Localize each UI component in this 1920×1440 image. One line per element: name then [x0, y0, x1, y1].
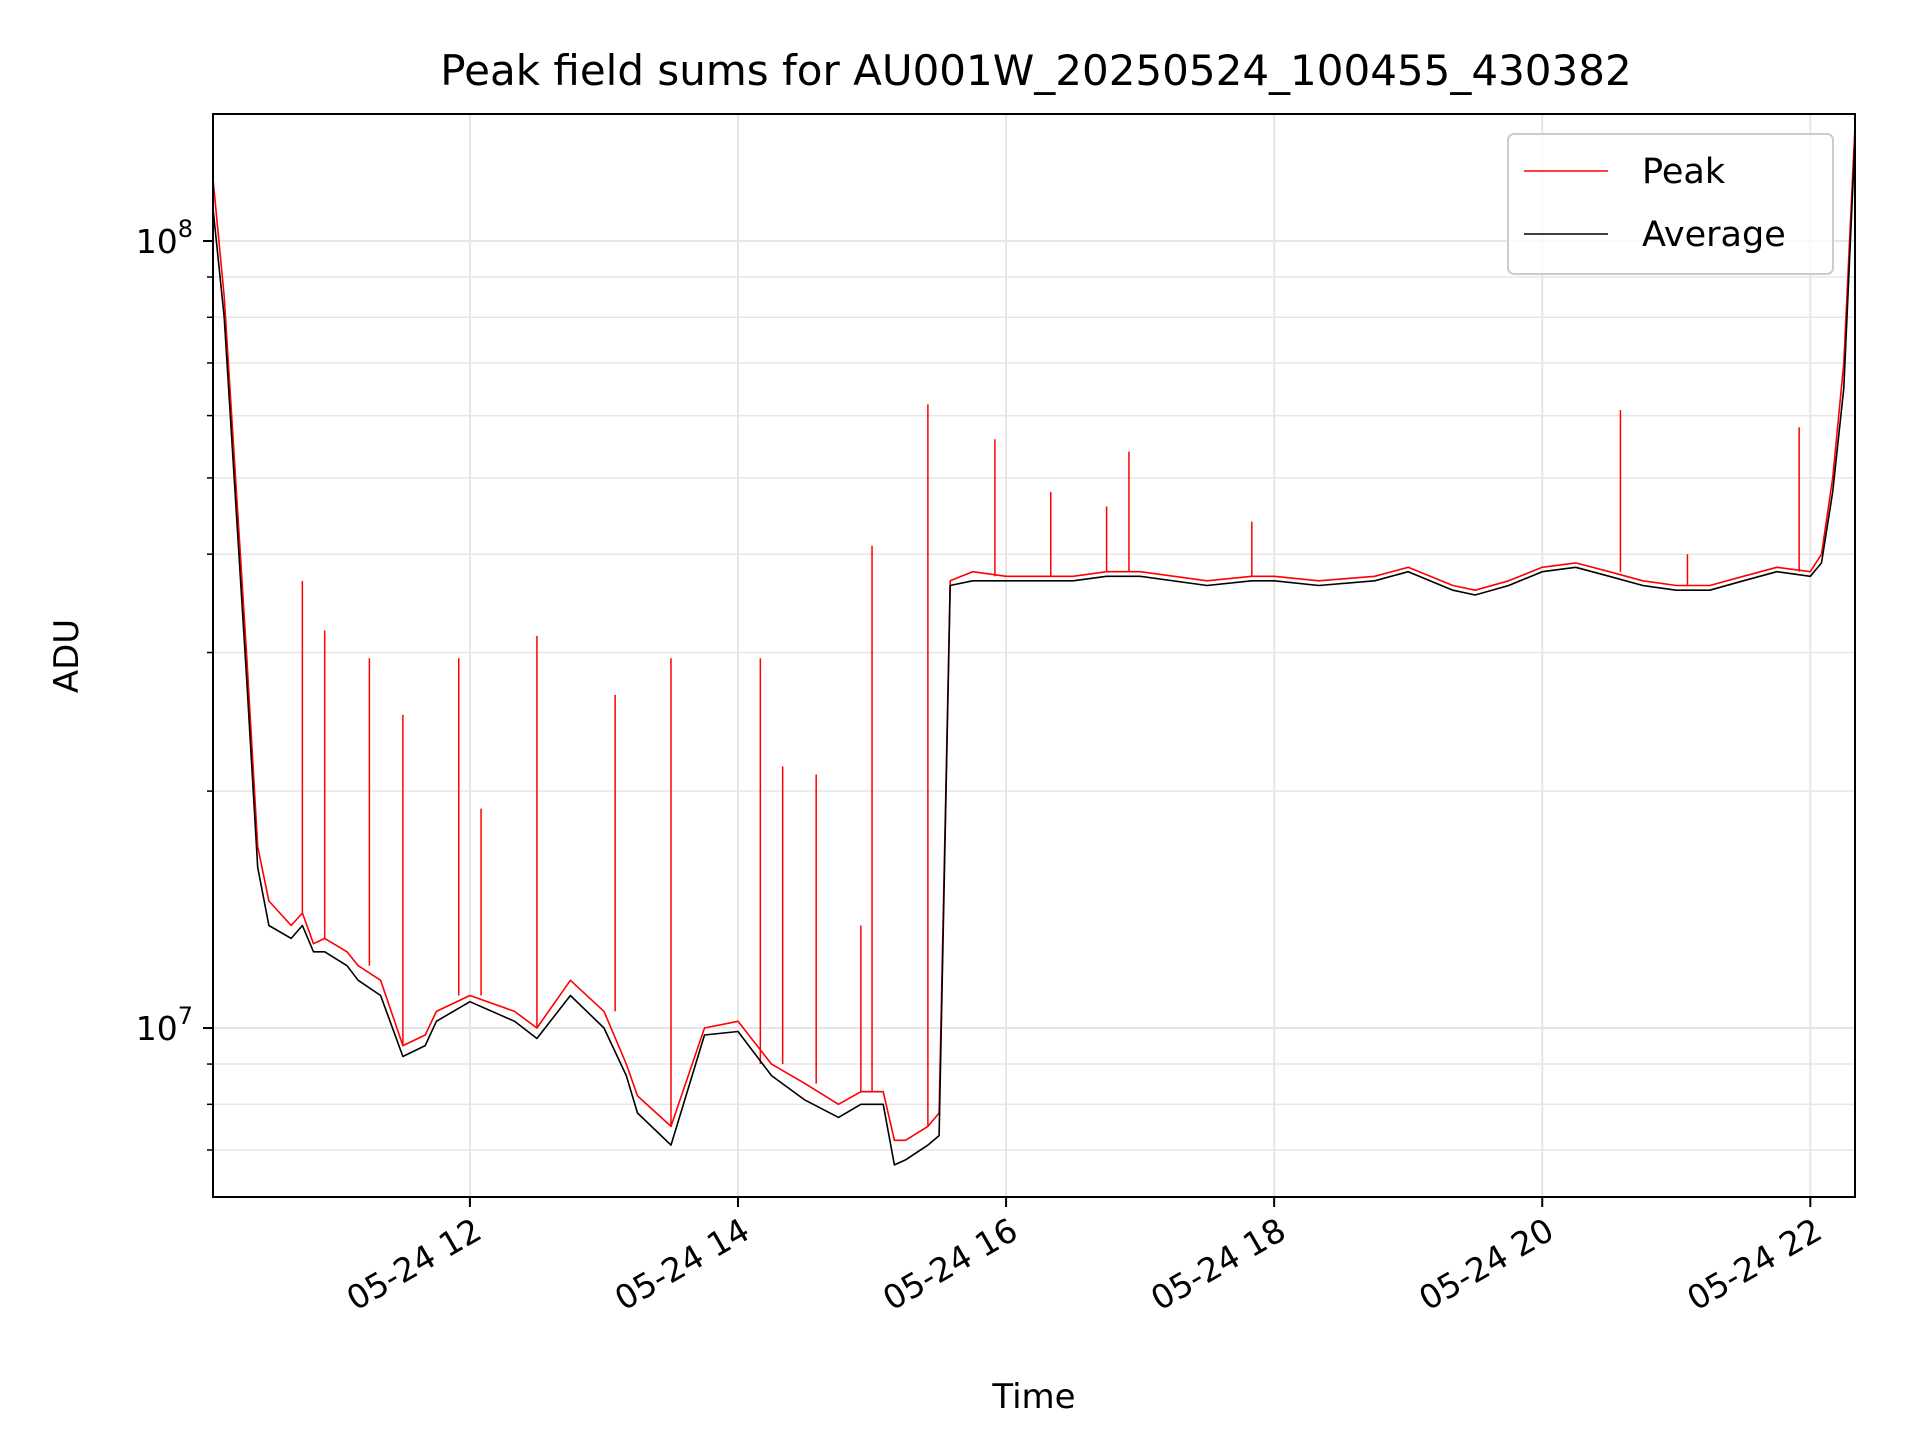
legend: Peak Average [1507, 133, 1834, 275]
plot-frame [212, 113, 1856, 1198]
grid-lines [213, 114, 1855, 1197]
legend-label-peak: Peak [1642, 152, 1726, 192]
y-tick-label: 108 [136, 215, 193, 261]
y-tick-label: 107 [136, 1002, 193, 1048]
chart-title: Peak field sums for AU001W_20250524_1004… [440, 46, 1631, 95]
series-line-peak [212, 125, 1856, 1142]
series-lines [212, 125, 1856, 1166]
y-axis-label: ADU [47, 619, 87, 693]
legend-box [1507, 133, 1834, 275]
x-axis-label: Time [991, 1377, 1075, 1417]
series-line-average [212, 138, 1856, 1166]
legend-label-average: Average [1642, 215, 1786, 255]
